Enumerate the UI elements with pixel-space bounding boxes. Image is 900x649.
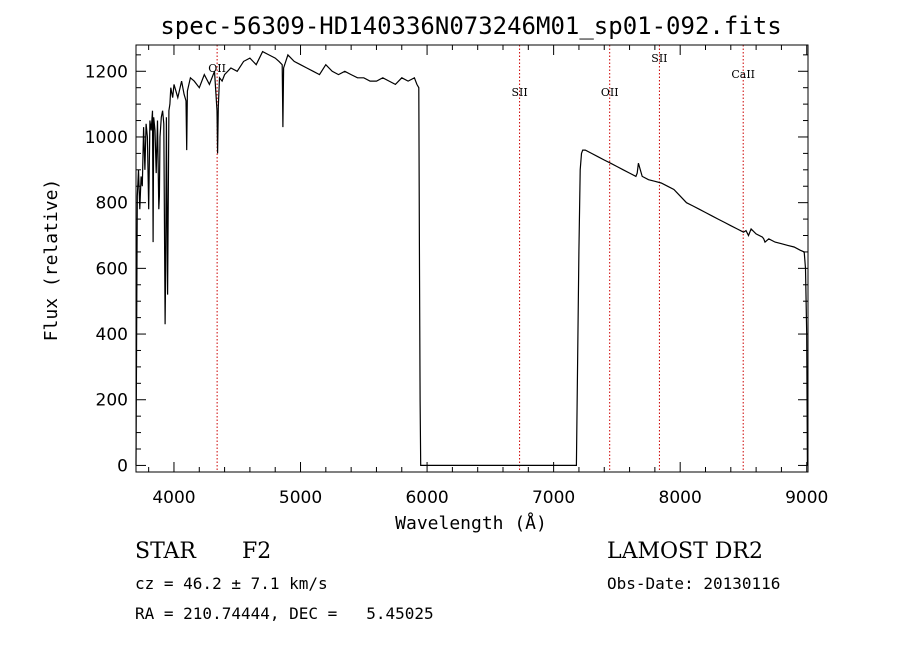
x-tick-label: 5000 — [279, 488, 322, 508]
y-axis-title: Flux (relative) — [41, 179, 62, 342]
x-tick-label: 8000 — [659, 488, 702, 508]
y-tick-label: 800 — [96, 194, 128, 214]
x-axis-title: Wavelength (Å) — [395, 512, 547, 534]
line-marker-label: SII — [511, 86, 527, 99]
y-tick-label: 1200 — [85, 62, 128, 82]
observation-date: Obs-Date: 20130116 — [607, 574, 781, 593]
line-marker-label: OII — [208, 62, 226, 75]
line-marker-label: OII — [601, 86, 619, 99]
line-marker-label: CaII — [731, 68, 755, 81]
x-tick-label: 6000 — [405, 488, 448, 508]
object-subclass: F2 — [242, 539, 272, 564]
x-tick-label: 9000 — [785, 488, 828, 508]
spectrum-chart: spec-56309-HD140336N073246M01_sp01-092.f… — [41, 12, 828, 534]
y-axis: 0 200 400 600 800 1000 1200 — [85, 54, 808, 476]
survey-label: LAMOST DR2 — [607, 539, 763, 564]
y-tick-label: 200 — [96, 391, 128, 411]
y-tick-label: 600 — [96, 259, 128, 279]
object-class: STAR — [135, 539, 196, 564]
y-tick-label: 400 — [96, 325, 128, 345]
spectrum-line — [135, 50, 808, 466]
redshift-velocity: cz = 46.2 ± 7.1 km/s — [135, 574, 328, 593]
line-marker-label: SII — [651, 52, 667, 65]
y-tick-label: 0 — [117, 456, 128, 476]
x-tick-label: 4000 — [152, 488, 195, 508]
coordinates: RA = 210.74444, DEC = 5.45025 — [135, 604, 434, 623]
x-axis: 4000 5000 6000 7000 8000 9000 — [148, 45, 828, 508]
plot-frame — [135, 44, 809, 473]
emission-line-markers: OII SII OII SII CaII — [208, 45, 755, 472]
chart-title: spec-56309-HD140336N073246M01_sp01-092.f… — [160, 12, 781, 40]
x-tick-label: 7000 — [532, 488, 575, 508]
y-tick-label: 1000 — [85, 128, 128, 148]
